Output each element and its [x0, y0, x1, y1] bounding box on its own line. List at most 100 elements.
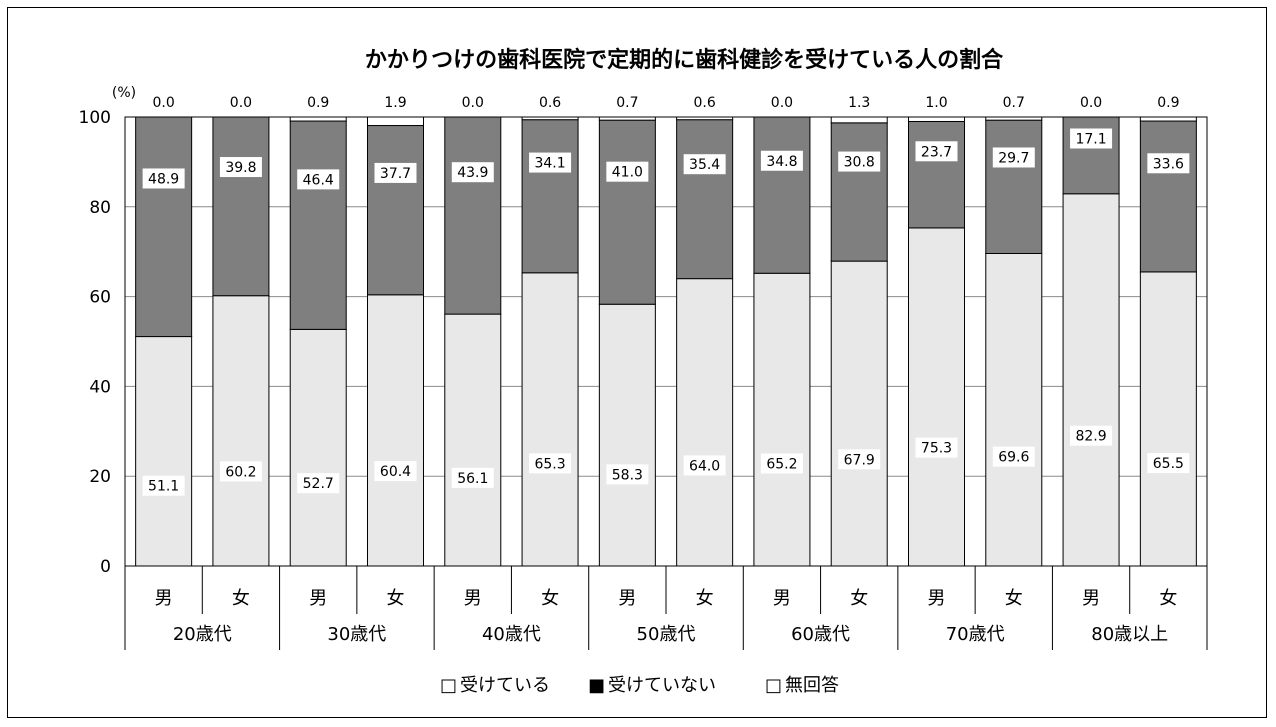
data-label-1-1: 51.1: [148, 479, 179, 495]
bar-2-5: [444, 116, 502, 315]
data-label-bg-1-11: [915, 437, 958, 458]
bar-2-4: [367, 125, 424, 296]
bar-1-11: [908, 227, 965, 567]
y-tick-label-100: 100: [79, 108, 111, 128]
data-labels: 51.1 48.9 0.0 60.2 39.8 0.0 52.7 46.4 0.9 60.4 37.…: [142, 95, 1190, 496]
data-label-bg-1-3: [297, 473, 340, 494]
data-label-bg-2-2: [219, 157, 262, 178]
bar-3-4: [367, 116, 424, 127]
data-label-bg-1-7: [606, 464, 649, 485]
bar-3-14: [1139, 116, 1197, 122]
y-tick-label-80: 80: [89, 198, 111, 218]
data-label-bg-1-5: [451, 467, 494, 488]
data-label-2-4: 37.7: [380, 166, 411, 182]
data-label-bg-2-13: [1070, 128, 1113, 149]
legend-marker-3: □: [765, 675, 782, 696]
bar-1-10: [830, 260, 888, 567]
data-label-2-8: 35.4: [689, 157, 720, 173]
data-label-1-5: 56.1: [457, 471, 488, 487]
x-tick-label-1: 男: [155, 588, 173, 609]
data-label-bg-2-5: [451, 162, 494, 183]
data-label-3-2: 0.0: [230, 95, 252, 111]
bar-1-12: [985, 252, 1043, 567]
data-label-2-3: 46.4: [303, 172, 334, 188]
data-label-2-10: 30.8: [844, 155, 875, 171]
data-label-1-4: 60.4: [380, 464, 411, 480]
data-label-2-12: 29.7: [998, 150, 1029, 166]
bar-1-14: [1139, 271, 1197, 567]
x-tick-label-8: 女: [696, 588, 714, 609]
x-group-label-7: 80歳以上: [1091, 624, 1168, 645]
x-group-label-6: 70歳代: [946, 624, 1005, 645]
data-label-1-7: 58.3: [612, 467, 643, 483]
data-label-1-6: 65.3: [534, 456, 565, 472]
data-label-3-8: 0.6: [694, 95, 716, 111]
legend: □ 受けている ■ 受けていない □ 無回答: [440, 675, 839, 696]
y-tick-label-0: 0: [100, 557, 111, 577]
bar-1-7: [598, 303, 656, 567]
x-group-label-5: 60歳代: [791, 624, 850, 645]
data-label-1-12: 69.6: [998, 450, 1029, 466]
data-label-1-10: 67.9: [844, 452, 875, 468]
bar-2-3: [289, 120, 347, 330]
bar-2-6: [521, 119, 579, 274]
x-group-label-3: 40歳代: [482, 624, 541, 645]
bar-1-1: [135, 336, 193, 567]
x-group-label-2: 30歳代: [327, 624, 386, 645]
bar-1-2: [212, 295, 270, 567]
data-label-3-4: 1.9: [384, 95, 406, 111]
x-tick-label-9: 男: [773, 588, 791, 609]
x-tick-label-10: 女: [850, 588, 868, 609]
data-label-2-1: 48.9: [148, 171, 179, 187]
data-label-bg-2-12: [992, 147, 1035, 168]
data-label-1-8: 64.0: [689, 458, 720, 474]
data-label-bg-1-4: [374, 461, 417, 482]
data-label-bg-2-11: [915, 141, 958, 162]
data-label-1-11: 75.3: [921, 441, 952, 457]
data-label-bg-1-8: [683, 455, 726, 476]
data-label-bg-2-6: [529, 152, 572, 173]
bar-2-1: [135, 116, 193, 338]
bars: [135, 116, 1197, 567]
data-label-3-12: 0.7: [1003, 95, 1025, 111]
data-label-bg-2-7: [606, 161, 649, 182]
x-tick-label-12: 女: [1005, 588, 1023, 609]
data-label-bg-2-3: [297, 169, 340, 190]
data-label-bg-1-14: [1147, 453, 1190, 474]
data-label-3-1: 0.0: [153, 95, 175, 111]
x-tick-label-2: 女: [232, 588, 250, 609]
data-label-1-13: 82.9: [1075, 429, 1106, 445]
data-label-2-14: 33.6: [1153, 156, 1184, 172]
data-label-2-5: 43.9: [457, 165, 488, 181]
data-label-bg-2-8: [683, 154, 726, 175]
plot-area-border: [124, 116, 1208, 567]
data-label-3-3: 0.9: [307, 95, 329, 111]
data-label-3-14: 0.9: [1157, 95, 1179, 111]
bar-1-13: [1062, 193, 1120, 567]
x-group-label-4: 50歳代: [637, 624, 696, 645]
axes: 020406080100男女男女男女男女男女男女男女20歳代 30歳代 40歳代 50…: [79, 108, 1208, 650]
bar-3-3: [289, 116, 347, 122]
x-tick-label-11: 男: [928, 588, 946, 609]
legend-label-1: 受けている: [460, 675, 550, 696]
y-axis-unit: (%): [112, 85, 136, 101]
legend-label-3: 無回答: [785, 675, 839, 696]
y-tick-label-40: 40: [89, 377, 111, 397]
x-tick-label-6: 女: [541, 588, 559, 609]
x-tick-label-3: 男: [309, 588, 327, 609]
data-label-bg-2-9: [760, 150, 803, 171]
x-tick-label-14: 女: [1159, 588, 1177, 609]
data-label-1-3: 52.7: [303, 476, 334, 492]
x-tick-label-7: 男: [618, 588, 636, 609]
data-label-2-13: 17.1: [1075, 131, 1106, 147]
data-label-3-7: 0.7: [616, 95, 638, 111]
bar-1-3: [289, 328, 347, 567]
data-label-bg-1-10: [838, 449, 881, 470]
legend-marker-1: □: [440, 675, 457, 696]
data-label-bg-2-1: [142, 168, 185, 189]
data-label-3-5: 0.0: [462, 95, 484, 111]
data-label-bg-1-9: [760, 453, 803, 474]
bar-1-6: [521, 272, 579, 567]
data-label-2-2: 39.8: [225, 160, 256, 176]
